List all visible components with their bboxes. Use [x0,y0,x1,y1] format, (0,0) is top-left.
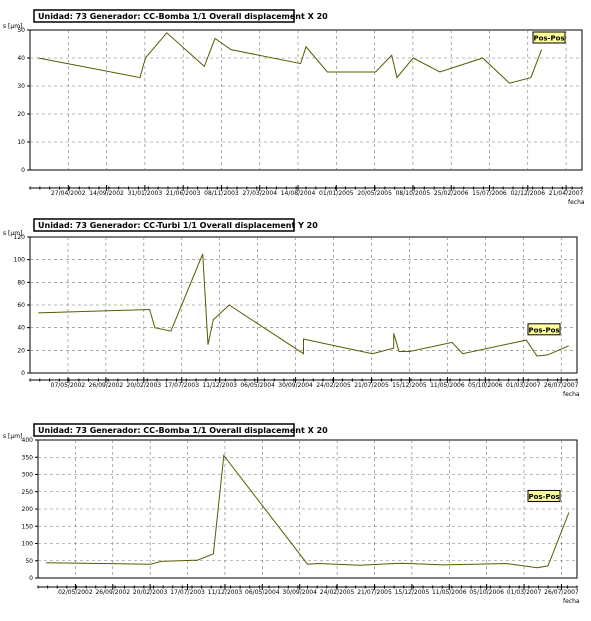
x-axis-label: fecha [568,199,585,206]
legend-label: Pos-Pos [528,326,559,334]
y-tick-label: 80 [17,279,25,286]
chart-3: Unidad: 73 Generador: CC-Bomba 1/1 Overa… [3,423,580,605]
x-tick-label: 17/07/2003 [170,589,205,596]
chart-title-box [33,218,295,232]
legend-label: Pos-Pos [533,35,564,43]
series-line [38,253,569,357]
y-tick-label: 300 [22,472,34,479]
x-tick-label: 05/10/2006 [469,589,504,596]
x-tick-label: 05/10/2006 [468,382,503,389]
y-tick-label: 150 [22,523,34,530]
chart-1: Unidad: 73 Generador: CC-Bomba 1/1 Overa… [3,9,585,206]
x-tick-label: 20/05/2005 [357,190,392,197]
x-tick-label: 01/01/2005 [319,190,354,197]
x-tick-label: 08/10/2005 [396,190,431,197]
x-tick-label: 31/01/2003 [128,190,163,197]
x-tick-label: 11/12/2003 [202,382,237,389]
y-tick-label: 20 [17,347,25,354]
legend-badge [527,489,561,502]
x-axis-label: fecha [563,598,580,605]
x-axis-label: fecha [563,391,580,398]
y-tick-label: 0 [21,370,25,377]
y-tick-label: 40 [17,55,25,62]
x-tick-label: 15/07/2006 [472,190,507,197]
y-tick-label: 120 [14,234,26,241]
chart-title-box [33,9,295,23]
chart-title: Unidad: 73 Generador: CC-Bomba 1/1 Overa… [38,12,328,21]
y-tick-label: 50 [17,27,25,34]
y-tick-label: 50 [25,558,33,565]
x-tick-label: 21/07/2005 [357,589,392,596]
x-tick-label: 07/05/2002 [51,382,86,389]
chart-2-group: Unidad: 73 Generador: CC-Turbi 1/1 Overa… [3,218,580,398]
x-tick-label: 02/05/2002 [58,589,93,596]
x-tick-label: 24/02/2005 [316,382,351,389]
x-tick-label: 11/05/2006 [432,589,467,596]
x-tick-label: 20/02/2003 [133,589,168,596]
y-tick-label: 400 [22,437,34,444]
y-tick-label: 0 [29,575,33,582]
x-tick-label: 26/09/2002 [89,382,124,389]
x-tick-label: 17/07/2003 [164,382,199,389]
x-tick-label: 15/12/2005 [392,382,427,389]
y-tick-label: 100 [14,257,26,264]
x-tick-label: 27/03/2004 [242,190,277,197]
x-tick-label: 01/03/2007 [506,382,541,389]
x-tick-label: 21/04/2007 [549,190,584,197]
y-tick-label: 10 [17,139,25,146]
chart-title: Unidad: 73 Generador: CC-Bomba 1/1 Overa… [38,426,328,435]
x-tick-label: 26/09/2002 [95,589,130,596]
y-axis-label: s [µm] [3,433,22,440]
x-tick-label: 06/05/2004 [240,382,275,389]
x-tick-label: 24/02/2005 [320,589,355,596]
x-tick-label: 11/12/2003 [208,589,243,596]
x-tick-label: 21/06/2003 [166,190,201,197]
x-tick-label: 15/12/2005 [395,589,430,596]
y-tick-label: 350 [22,454,34,461]
legend-badge [532,31,566,44]
x-tick-label: 01/03/2007 [507,589,542,596]
y-tick-label: 250 [22,489,34,496]
x-tick-label: 25/02/2006 [434,190,469,197]
chart-title-box [33,423,295,437]
x-tick-label: 02/12/2006 [510,190,545,197]
x-tick-label: 20/02/2003 [127,382,162,389]
series-line [38,32,543,84]
x-tick-label: 06/05/2004 [245,589,280,596]
y-tick-label: 100 [22,541,34,548]
y-axis-label: s [µm] [3,23,22,30]
y-tick-label: 20 [17,111,25,118]
y-tick-label: 30 [17,83,25,90]
y-tick-label: 60 [17,302,25,309]
plot-frame [29,29,583,171]
chart-title: Unidad: 73 Generador: CC-Turbi 1/1 Overa… [38,221,318,230]
series-line [46,454,570,569]
x-tick-label: 26/07/2007 [544,589,579,596]
y-tick-label: 40 [17,325,25,332]
legend-label: Pos-Pos [528,493,559,501]
x-tick-label: 14/09/2002 [89,190,124,197]
x-tick-label: 08/11/2003 [204,190,239,197]
x-tick-label: 30/09/2004 [282,589,317,596]
chart-2: Unidad: 73 Generador: CC-Turbi 1/1 Overa… [3,218,580,398]
x-tick-label: 21/07/2005 [354,382,389,389]
chart-3-group: Unidad: 73 Generador: CC-Bomba 1/1 Overa… [3,423,580,605]
x-tick-label: 27/04/2002 [51,190,86,197]
x-tick-label: 11/05/2006 [430,382,465,389]
y-tick-label: 200 [22,506,34,513]
chart-1-group: Unidad: 73 Generador: CC-Bomba 1/1 Overa… [3,9,585,206]
legend-badge [527,323,561,336]
x-tick-label: 26/07/2007 [544,382,579,389]
y-axis-label: s [µm] [3,230,22,237]
x-tick-label: 14/08/2004 [281,190,316,197]
x-tick-label: 30/09/2004 [278,382,313,389]
y-tick-label: 0 [21,167,25,174]
